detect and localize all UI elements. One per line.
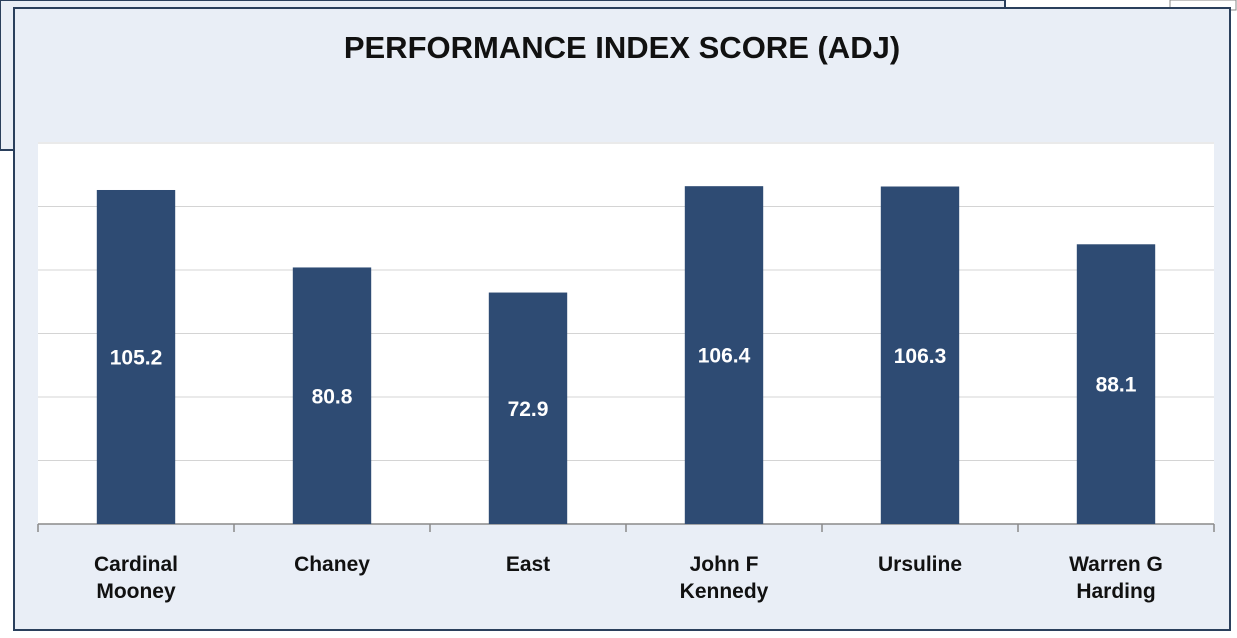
value-label: 88.1 [1096, 374, 1137, 397]
value-label: 72.9 [508, 398, 549, 421]
value-label: 105.2 [110, 347, 163, 370]
bar [684, 186, 764, 524]
bar [1076, 244, 1156, 524]
bar [488, 292, 568, 524]
bar [880, 186, 960, 524]
value-label: 106.3 [894, 345, 947, 368]
x-tick-label: Warren G Harding [1069, 553, 1163, 603]
chart-title: PERFORMANCE INDEX SCORE (ADJ) [344, 30, 900, 65]
value-label: 80.8 [312, 385, 353, 408]
bar [96, 189, 176, 525]
value-label: 106.4 [698, 345, 751, 368]
x-tick-label: Ursuline [877, 553, 963, 576]
x-tick-label: Cardinal Mooney [93, 553, 179, 603]
x-tick-label: East [505, 553, 551, 576]
x-tick-label: Chaney [294, 553, 370, 576]
x-tick-label: John F Kennedy [679, 553, 769, 603]
bar [292, 267, 372, 524]
